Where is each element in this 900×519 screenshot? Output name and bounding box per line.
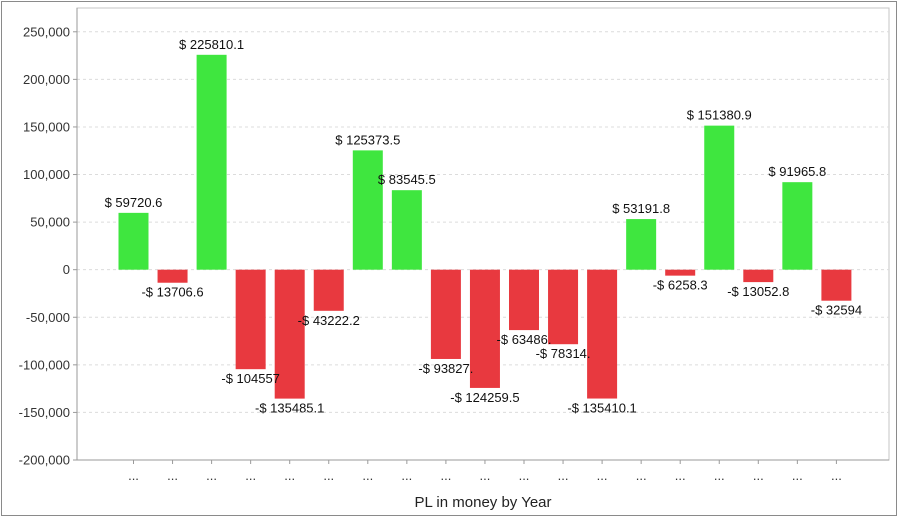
- y-tick-label: 200,000: [23, 72, 70, 87]
- bar: [587, 269, 618, 399]
- data-label: -$ 13706.6: [141, 285, 203, 300]
- bar: [430, 269, 461, 359]
- bar: [782, 182, 813, 270]
- data-label: $ 59720.6: [105, 195, 163, 210]
- bar: [704, 125, 735, 270]
- bar: [509, 269, 539, 331]
- y-axis-tick-labels: -200,000 -150,000 -100,000 -50,000 0 50,000 10…: [19, 24, 77, 468]
- data-label: -$ 93827.: [418, 361, 473, 376]
- data-label: $ 53191.8: [612, 201, 670, 216]
- x-tick-label: ...: [323, 468, 334, 483]
- y-tick-label: 50,000: [30, 215, 70, 230]
- data-label: -$ 135485.1: [255, 401, 324, 416]
- y-tick-label: -50,000: [26, 310, 70, 325]
- y-tick-label: 100,000: [23, 167, 70, 182]
- x-tick-label: ...: [597, 468, 608, 483]
- x-tick-label: ...: [401, 468, 412, 483]
- data-labels: $ 59720.6 -$ 13706.6 $ 225810.1 -$ 104557 -$…: [105, 37, 862, 416]
- y-tick-label: 150,000: [23, 119, 70, 134]
- data-label: -$ 6258.3: [653, 278, 708, 293]
- x-tick-label: ...: [714, 468, 725, 483]
- data-label: $ 225810.1: [179, 37, 244, 52]
- bar: [391, 190, 422, 270]
- x-tick-label: ...: [362, 468, 373, 483]
- x-tick-label: ...: [245, 468, 256, 483]
- x-tick-label: ...: [480, 468, 491, 483]
- bar: [665, 269, 696, 276]
- x-tick-label: ...: [636, 468, 647, 483]
- data-label: -$ 43222.2: [298, 313, 360, 328]
- bars: [118, 54, 852, 399]
- x-axis-tick-labels: ........................................…: [128, 460, 842, 483]
- bar: [743, 269, 774, 283]
- data-label: -$ 135410.1: [567, 401, 636, 416]
- data-label: -$ 13052.8: [727, 284, 789, 299]
- x-tick-label: ...: [753, 468, 764, 483]
- x-tick-label: ...: [284, 468, 295, 483]
- y-tick-label: 0: [63, 262, 70, 277]
- data-label: -$ 63486.: [497, 332, 552, 347]
- x-tick-label: ...: [128, 468, 139, 483]
- data-label: -$ 104557: [221, 371, 280, 386]
- y-tick-label: 250,000: [23, 24, 70, 39]
- bar: [274, 269, 305, 399]
- y-tick-label: -200,000: [19, 453, 70, 468]
- data-label: -$ 78314.: [536, 346, 591, 361]
- y-tick-label: -100,000: [19, 357, 70, 372]
- x-tick-label: ...: [167, 468, 178, 483]
- x-tick-label: ...: [831, 468, 842, 483]
- x-tick-label: ...: [558, 468, 569, 483]
- data-label: $ 91965.8: [768, 164, 826, 179]
- bar: [352, 150, 383, 270]
- x-tick-label: ...: [519, 468, 530, 483]
- bar: [196, 54, 227, 270]
- bar: [157, 269, 188, 283]
- y-tick-label: -150,000: [19, 405, 70, 420]
- bar: [626, 219, 657, 270]
- bar: [548, 269, 579, 345]
- bar: [118, 212, 149, 270]
- data-label: -$ 32594: [811, 303, 862, 318]
- data-label: $ 83545.5: [378, 172, 436, 187]
- x-tick-label: ...: [206, 468, 217, 483]
- data-label: $ 125373.5: [335, 132, 400, 147]
- bar: [821, 269, 852, 301]
- bar: [313, 269, 344, 311]
- x-tick-label: ...: [440, 468, 451, 483]
- x-axis-title: PL in money by Year: [414, 494, 551, 511]
- data-label: $ 151380.9: [687, 108, 752, 123]
- bar: [235, 269, 266, 370]
- x-tick-label: ...: [792, 468, 803, 483]
- x-tick-label: ...: [675, 468, 686, 483]
- bar: [469, 269, 500, 388]
- data-label: -$ 124259.5: [450, 390, 519, 405]
